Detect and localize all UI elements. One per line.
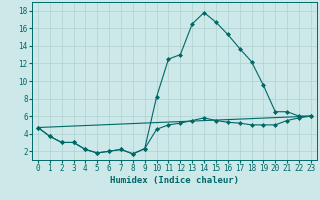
- X-axis label: Humidex (Indice chaleur): Humidex (Indice chaleur): [110, 176, 239, 185]
